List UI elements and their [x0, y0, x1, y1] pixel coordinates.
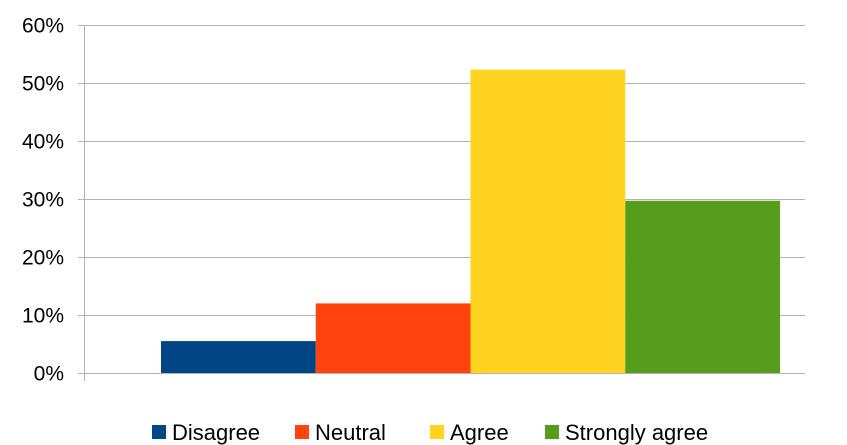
- legend-label: Agree: [450, 420, 509, 445]
- legend-swatch: [430, 425, 444, 439]
- legend-swatch: [545, 425, 559, 439]
- bars: [161, 69, 780, 373]
- legend-swatch: [295, 425, 309, 439]
- legend-swatch: [152, 425, 166, 439]
- legend: Disagree Neutral Agree Strongly agree: [152, 420, 708, 445]
- y-tick-label: 10%: [22, 305, 64, 328]
- legend-label: Disagree: [172, 420, 260, 445]
- grid: [78, 25, 805, 374]
- y-tick-label: 20%: [22, 247, 64, 270]
- bar-disagree: [161, 341, 316, 373]
- y-tick-label: 0%: [34, 363, 64, 386]
- bar-agree: [470, 69, 626, 373]
- legend-label: Neutral: [315, 420, 386, 445]
- legend-label: Strongly agree: [565, 420, 708, 445]
- bar-neutral: [315, 303, 471, 373]
- y-tick-label: 30%: [22, 189, 64, 212]
- axes: [84, 25, 805, 381]
- bar-strongly-agree: [625, 200, 780, 373]
- y-tick-label: 60%: [22, 15, 64, 38]
- y-tick-label: 50%: [22, 73, 64, 96]
- y-axis-ticks: 0% 10% 20% 30% 40% 50% 60%: [22, 15, 64, 386]
- y-tick-label: 40%: [22, 131, 64, 154]
